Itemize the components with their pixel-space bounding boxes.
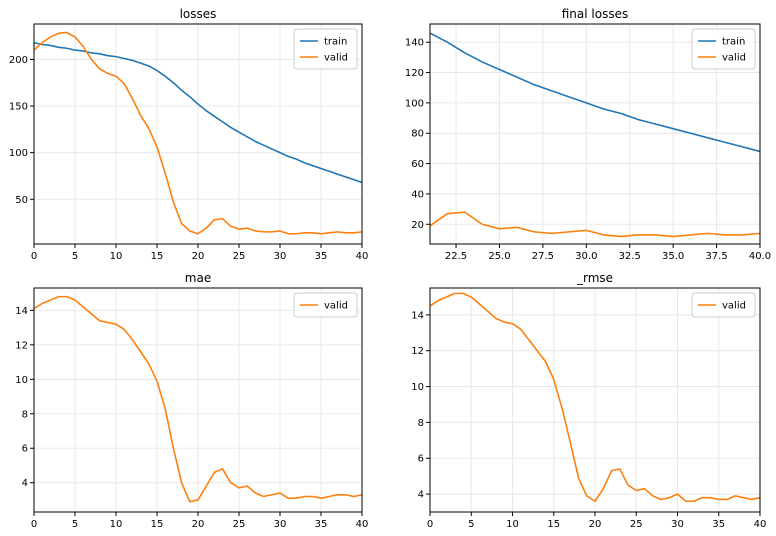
legend-label-valid: valid <box>722 301 746 312</box>
x-tick-label: 15 <box>151 251 164 262</box>
y-tick-label: 10 <box>411 382 424 393</box>
x-tick-label: 5 <box>468 519 474 530</box>
x-tick-label: 35 <box>315 251 328 262</box>
y-tick-label: 6 <box>22 444 28 455</box>
legend: train valid <box>691 28 756 70</box>
x-tick-label: 40 <box>356 519 369 530</box>
x-tick-label: 35.0 <box>662 251 684 262</box>
x-tick-label: 30 <box>274 519 287 530</box>
y-tick-label: 100 <box>9 148 28 159</box>
y-tick-label: 140 <box>405 38 424 49</box>
legend-box <box>691 292 756 318</box>
y-tick-label: 4 <box>22 478 28 489</box>
y-tick-label: 12 <box>15 340 28 351</box>
y-tick-label: 80 <box>411 129 424 140</box>
y-tick-label: 14 <box>15 306 28 317</box>
y-tick-label: 40 <box>411 189 424 200</box>
y-tick-label: 8 <box>418 418 424 429</box>
legend-box <box>691 28 756 70</box>
x-tick-label: 10 <box>110 519 123 530</box>
x-tick-label: 10 <box>110 251 123 262</box>
chart-mae: 0 5 10 15 20 25 30 35 40 4 6 8 10 12 14 mae valid <box>15 271 368 530</box>
x-tick-label: 30.0 <box>575 251 597 262</box>
chart-title: losses <box>180 7 217 21</box>
y-tick-label: 100 <box>405 98 424 109</box>
x-tick-label: 32.5 <box>619 251 641 262</box>
x-tick-label: 0 <box>31 251 37 262</box>
y-tick-label: 120 <box>405 68 424 79</box>
y-tick-label: 8 <box>22 409 28 420</box>
y-tick-label: 10 <box>15 375 28 386</box>
series-line-valid <box>429 292 761 503</box>
y-tick-label: 150 <box>9 102 28 113</box>
legend-box <box>293 292 358 318</box>
axes-frame <box>429 23 761 245</box>
legend-label-train: train <box>324 37 347 48</box>
legend-label-valid: valid <box>722 53 746 64</box>
y-tick-label: 6 <box>418 454 424 465</box>
legend-label-train: train <box>722 37 745 48</box>
series-line-valid <box>429 211 761 238</box>
chart-title: mae <box>185 271 211 285</box>
y-tick-label: 200 <box>9 55 28 66</box>
x-tick-label: 10 <box>506 519 519 530</box>
y-tick-label: 60 <box>411 159 424 170</box>
chart-title: final losses <box>562 7 628 21</box>
y-tick-label: 4 <box>418 490 424 501</box>
x-tick-label: 25 <box>233 251 246 262</box>
x-tick-label: 40 <box>754 519 767 530</box>
x-tick-label: 30 <box>671 519 684 530</box>
x-tick-label: 27.5 <box>532 251 554 262</box>
x-tick-label: 35 <box>712 519 725 530</box>
legend: valid <box>691 292 756 318</box>
chart-final_losses: 22.5 25.0 27.5 30.0 32.5 35.0 37.5 40.0 20 40 60 80… <box>405 7 771 262</box>
x-tick-label: 0 <box>427 519 433 530</box>
series-line-train <box>429 32 761 153</box>
legend-label-valid: valid <box>324 53 348 64</box>
legend-label-valid: valid <box>324 301 348 312</box>
chart-losses: 0 5 10 15 20 25 30 35 40 50 100 150 200 losses train va… <box>9 7 368 262</box>
x-tick-label: 20 <box>192 251 205 262</box>
y-tick-label: 14 <box>411 310 424 321</box>
x-tick-label: 25.0 <box>488 251 510 262</box>
legend: valid <box>293 292 358 318</box>
series-line-train <box>33 41 363 184</box>
x-tick-label: 5 <box>72 519 78 530</box>
x-tick-label: 20 <box>589 519 602 530</box>
x-tick-label: 20 <box>192 519 205 530</box>
y-tick-label: 12 <box>411 346 424 357</box>
x-tick-label: 40.0 <box>749 251 771 262</box>
x-tick-label: 25 <box>233 519 246 530</box>
x-tick-label: 15 <box>547 519 560 530</box>
y-tick-label: 20 <box>411 220 424 231</box>
series-line-valid <box>33 31 363 235</box>
x-tick-label: 37.5 <box>705 251 727 262</box>
x-tick-label: 40 <box>356 251 369 262</box>
y-tick-label: 50 <box>15 195 28 206</box>
x-tick-label: 0 <box>31 519 37 530</box>
x-tick-label: 5 <box>72 251 78 262</box>
x-tick-label: 30 <box>274 251 287 262</box>
x-tick-label: 35 <box>315 519 328 530</box>
legend: train valid <box>293 28 358 70</box>
x-tick-label: 15 <box>151 519 164 530</box>
chart-title: _rmse <box>576 271 613 285</box>
series-line-valid <box>33 295 363 503</box>
x-tick-label: 25 <box>630 519 643 530</box>
x-tick-label: 22.5 <box>445 251 467 262</box>
legend-box <box>293 28 358 70</box>
